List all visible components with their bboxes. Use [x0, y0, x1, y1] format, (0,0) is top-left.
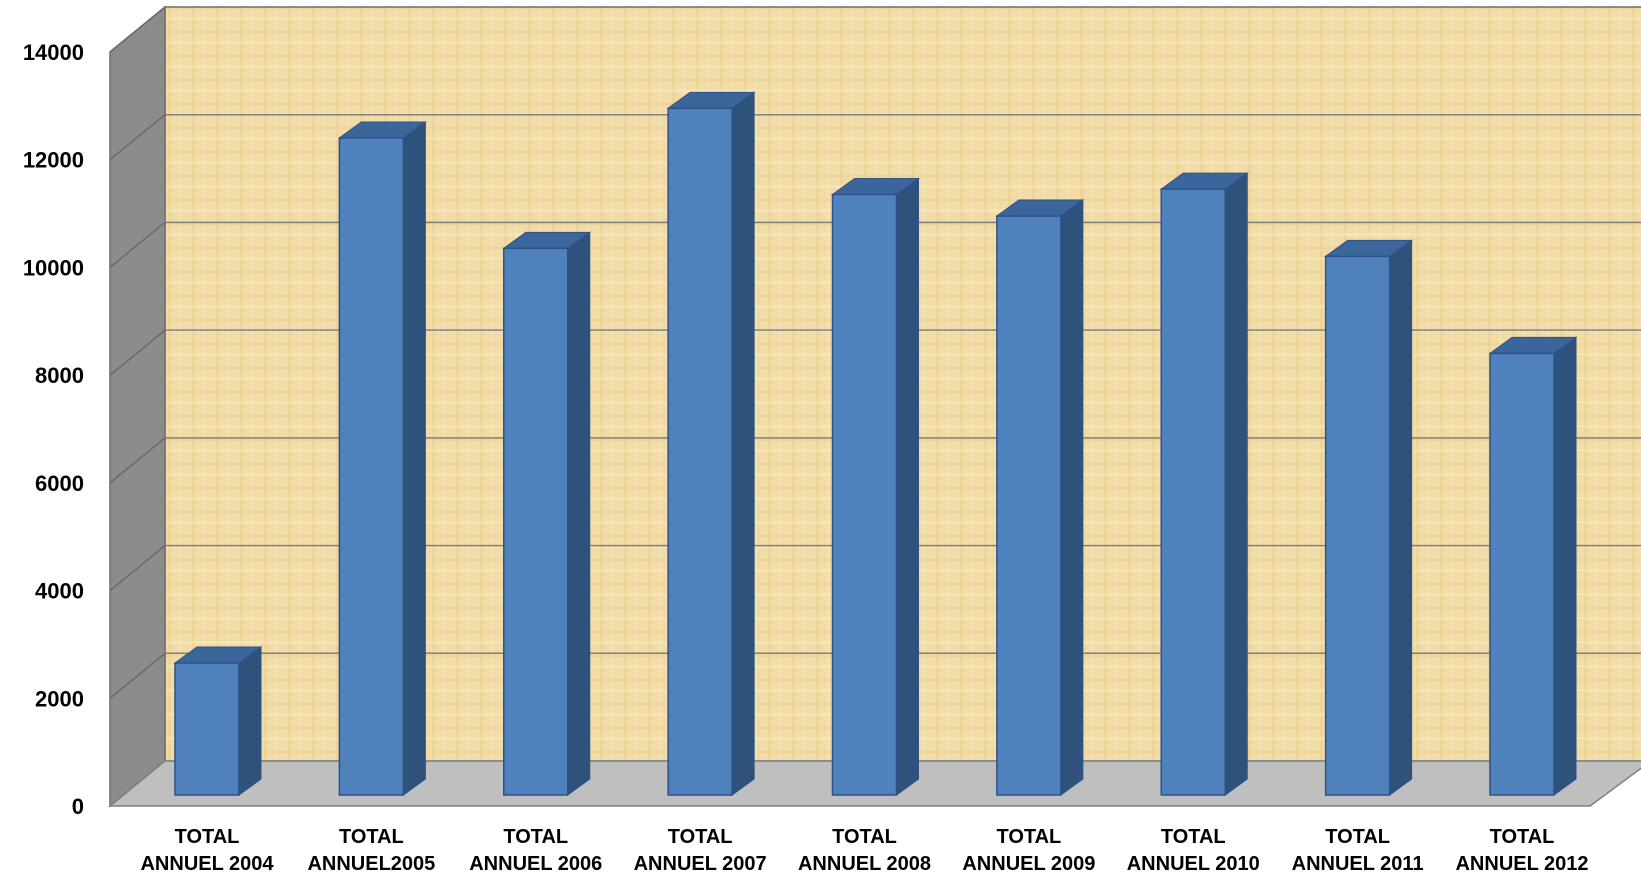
- bar: [502, 231, 592, 796]
- bar-front: [338, 137, 405, 796]
- bar: [666, 91, 756, 796]
- x-tick-label-line: TOTAL: [1161, 826, 1226, 848]
- x-tick-label-line: TOTAL: [832, 826, 897, 848]
- bar-side: [238, 646, 262, 796]
- y-tick-label: 8000: [35, 363, 84, 388]
- bar: [173, 646, 263, 796]
- y-tick-label: 2000: [35, 686, 84, 711]
- x-tick-label-line: TOTAL: [996, 826, 1061, 848]
- x-tick-label: TOTAL ANNUEL 2006: [469, 826, 602, 875]
- y-tick-label: 12000: [23, 148, 84, 173]
- y-tick-label: 14000: [23, 40, 84, 65]
- y-tick-label: 4000: [35, 579, 84, 604]
- y-tick-label: 0: [72, 794, 84, 819]
- y-axis-ticks: 0 2000 4000 6000 8000 10000 12000 14000: [23, 40, 84, 819]
- x-tick-label-line: ANNUEL 2011: [1292, 853, 1424, 875]
- x-tick-label-line: TOTAL: [1490, 826, 1555, 848]
- bar-side: [1553, 336, 1577, 796]
- x-tick-label: TOTAL ANNUEL2005: [307, 826, 435, 875]
- x-tick-label-line: ANNUEL 2008: [798, 853, 931, 875]
- bar-side: [402, 120, 426, 796]
- bar-side: [1389, 239, 1413, 796]
- bar: [995, 199, 1085, 796]
- gridline-side: [109, 6, 166, 53]
- x-axis-labels: TOTAL ANNUEL 2004 TOTAL ANNUEL2005 TOTAL ANNU…: [140, 826, 1588, 875]
- bar: [830, 177, 921, 796]
- bar-front: [503, 247, 569, 796]
- x-tick-label-line: TOTAL: [1325, 826, 1390, 848]
- bar-front: [1489, 352, 1555, 796]
- gridline-side: [109, 114, 166, 161]
- x-tick-label-line: ANNUEL 2004: [140, 853, 274, 875]
- x-tick-label-line: TOTAL: [175, 826, 240, 848]
- bar-front: [667, 107, 733, 796]
- x-tick-label: TOTAL ANNUEL 2012: [1455, 826, 1588, 875]
- bar: [1488, 336, 1578, 796]
- x-tick-label-line: ANNUEL 2007: [634, 853, 767, 875]
- x-tick-label: TOTAL ANNUEL 2008: [798, 826, 931, 875]
- x-tick-label-line: ANNUEL2005: [307, 853, 435, 875]
- bar-side: [731, 91, 755, 796]
- x-tick-label-line: ANNUEL 2010: [1127, 853, 1260, 875]
- bar-front: [1160, 188, 1226, 796]
- bar: [1159, 172, 1249, 796]
- bar-side: [1060, 199, 1084, 796]
- gridline-side: [109, 544, 166, 592]
- gridline-side: [109, 221, 166, 269]
- x-tick-label: TOTAL ANNUEL 2010: [1127, 826, 1260, 875]
- gridline-side: [109, 329, 166, 376]
- y-tick-label: 6000: [35, 471, 84, 496]
- side-wall: [109, 5, 166, 808]
- bar: [337, 120, 427, 796]
- x-tick-label: TOTAL ANNUEL 2011: [1292, 826, 1424, 875]
- bar-front: [1324, 255, 1391, 796]
- x-tick-label: TOTAL ANNUEL 2004: [140, 826, 274, 875]
- x-tick-label-line: ANNUEL 2009: [962, 853, 1095, 875]
- gridline-side: [109, 652, 166, 699]
- bar-front: [831, 193, 898, 796]
- bars: [173, 91, 1578, 796]
- bar-side: [567, 231, 591, 796]
- x-tick-label-line: ANNUEL 2012: [1455, 853, 1588, 875]
- bar-side: [896, 177, 919, 796]
- bar: [1324, 239, 1414, 796]
- bar-side: [1224, 172, 1248, 796]
- x-tick-label: TOTAL ANNUEL 2009: [962, 826, 1095, 875]
- x-tick-label-line: ANNUEL 2006: [469, 853, 602, 875]
- bar-front: [174, 662, 240, 796]
- x-tick-label: TOTAL ANNUEL 2007: [634, 826, 767, 875]
- gridline-side: [109, 437, 166, 484]
- bar-front: [996, 215, 1062, 796]
- x-tick-label-line: TOTAL: [503, 826, 568, 848]
- x-tick-label-line: TOTAL: [339, 826, 404, 848]
- y-tick-label: 10000: [23, 255, 84, 280]
- x-tick-label-line: TOTAL: [668, 826, 733, 848]
